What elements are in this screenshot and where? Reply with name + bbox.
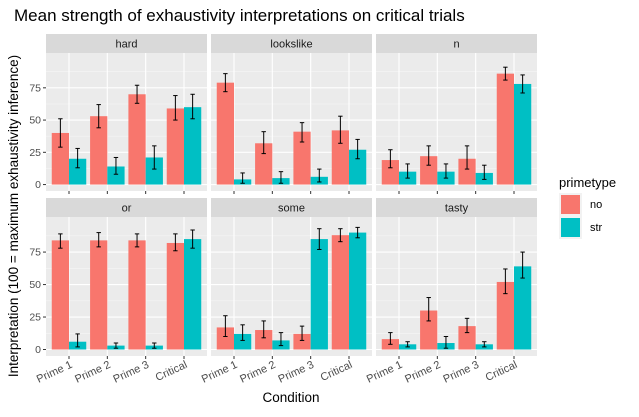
x-axis-title: Condition: [262, 390, 319, 405]
y-tick-label: 25: [29, 147, 41, 159]
y-axis-title: Interpretation (100 = maximum exhaustivi…: [6, 55, 21, 377]
y-tick-label: 50: [29, 115, 41, 127]
bar-or-no-3: [128, 240, 146, 350]
bar-hard-str-2: [107, 166, 125, 185]
bar-or-no-1: [51, 240, 69, 350]
x-tick-label: Prime 2: [238, 359, 277, 386]
bar-some-str-3: [310, 239, 328, 350]
bar-some-no-4: [331, 235, 349, 350]
bar-n-no-3: [458, 158, 476, 185]
bar-some-no-2: [255, 330, 273, 350]
facet-strip-label: or: [122, 203, 132, 215]
y-tick-label: 25: [29, 312, 41, 324]
legend-label-str: str: [590, 222, 603, 234]
bar-hard-no-3: [128, 94, 146, 185]
bar-some-no-1: [216, 327, 234, 350]
bar-lookslike-no-1: [216, 82, 234, 185]
chart-title: Mean strength of exhaustivity interpreta…: [14, 6, 465, 25]
bar-hard-no-2: [90, 116, 108, 185]
bar-hard-str-1: [69, 158, 87, 185]
x-tick-label: Critical: [319, 359, 355, 384]
facet-strip-label: some: [278, 203, 305, 215]
facet-strip: [211, 198, 372, 217]
x-tick-label: Prime 2: [73, 359, 112, 386]
bar-tasty-str-4: [514, 266, 532, 350]
bar-or-no-4: [166, 242, 184, 350]
x-tick-label: Prime 2: [403, 359, 442, 386]
x-tick-label: Prime 3: [277, 359, 316, 386]
y-tick-label: 75: [29, 82, 41, 94]
bar-hard-no-1: [51, 132, 69, 185]
facet-strip: [211, 34, 372, 53]
bar-n-no-4: [496, 73, 514, 185]
x-tick-label: Prime 1: [200, 359, 239, 386]
legend-key-no: [561, 195, 580, 214]
facet-strip: [376, 198, 537, 217]
bar-tasty-no-4: [496, 281, 514, 350]
facet-strip-label: n: [453, 39, 459, 51]
bar-lookslike-str-4: [349, 149, 367, 185]
bar-n-no-1: [381, 160, 399, 185]
facet-panel-lookslike: lookslike: [211, 34, 372, 194]
legend-key-str: [561, 218, 580, 237]
bar-some-str-4: [349, 232, 367, 350]
bar-n-str-4: [514, 83, 532, 185]
bar-n-no-2: [420, 156, 438, 185]
facet-strip: [46, 34, 207, 53]
bar-or-str-4: [184, 239, 202, 350]
facet-strip-label: tasty: [445, 203, 469, 215]
x-tick-label: Critical: [484, 359, 520, 384]
bar-some-str-1: [234, 333, 252, 350]
bar-lookslike-no-2: [255, 143, 273, 185]
legend: primetype no str: [559, 175, 616, 239]
y-tick-label: 50: [29, 279, 41, 291]
facet-strip: [376, 34, 537, 53]
x-tick-label: Prime 3: [442, 359, 481, 386]
bar-some-no-3: [293, 333, 311, 350]
x-tick-label: Prime 1: [35, 359, 74, 386]
facet-panel-n: n: [376, 34, 537, 194]
facet-strip-label: hard: [115, 39, 137, 51]
x-tick-label: Prime 3: [112, 359, 151, 386]
y-tick-label: 0: [35, 344, 41, 356]
legend-label-no: no: [590, 199, 602, 211]
y-tick-label: 75: [29, 247, 41, 259]
facet-strip: [46, 198, 207, 217]
bar-tasty-no-2: [420, 310, 438, 350]
bar-lookslike-no-3: [293, 131, 311, 185]
bar-hard-str-4: [184, 107, 202, 185]
x-tick-label: Prime 1: [365, 359, 404, 386]
bar-tasty-no-3: [458, 326, 476, 350]
bar-or-no-2: [90, 240, 108, 350]
bar-hard-str-3: [145, 157, 163, 185]
facet-strip-label: lookslike: [270, 39, 312, 51]
bar-hard-no-4: [166, 108, 184, 185]
bar-lookslike-no-4: [331, 130, 349, 185]
x-tick-label: Critical: [154, 359, 190, 384]
facet-panel-hard: hard 0 25 50 75: [29, 34, 207, 194]
y-tick-label: 0: [35, 179, 41, 191]
legend-title: primetype: [559, 175, 616, 190]
